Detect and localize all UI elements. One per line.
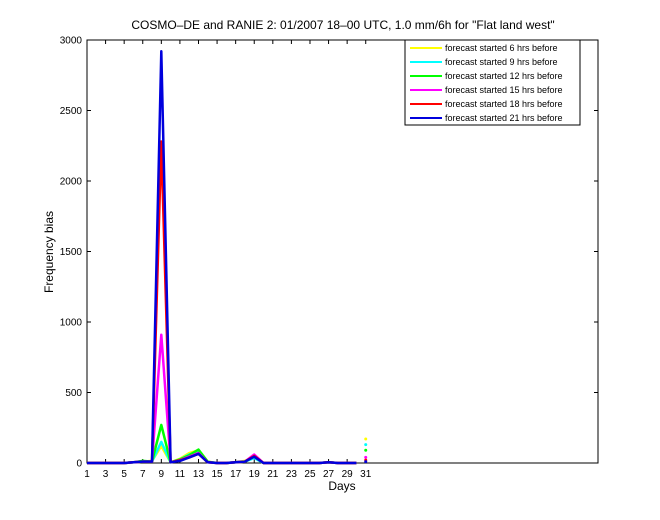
y-tick-label: 2000: [60, 177, 83, 188]
series-point-3: [364, 448, 368, 452]
y-tick-label: 0: [76, 459, 82, 470]
series-group: [87, 50, 368, 465]
x-tick-label: 5: [121, 469, 127, 480]
y-axis-ticks: 0 500 1000 1500 2000 2500 3000: [60, 36, 598, 470]
x-tick-label: 3: [103, 469, 109, 480]
legend-label-5: forecast started 18 hrs before: [445, 99, 563, 109]
legend-label-6: forecast started 21 hrs before: [445, 113, 563, 123]
legend-box: [404, 39, 581, 126]
legend-label-1: forecast started 6 hrs before: [445, 43, 558, 53]
x-axis-label: Days: [328, 479, 355, 493]
x-tick-label: 23: [286, 469, 298, 480]
x-tick-label: 1: [84, 469, 90, 480]
x-tick-label: 19: [249, 469, 261, 480]
x-tick-label: 11: [175, 469, 186, 480]
y-tick-label: 1500: [60, 247, 83, 258]
x-tick-label: 31: [360, 469, 372, 480]
x-tick-label: 25: [304, 469, 316, 480]
y-tick-label: 2500: [60, 106, 83, 117]
x-tick-label: 7: [140, 469, 146, 480]
series-point-4: [364, 455, 368, 459]
series-line-6: [87, 50, 357, 465]
legend-label-2: forecast started 9 hrs before: [445, 57, 558, 67]
y-axis-label: Frequency bias: [42, 211, 56, 293]
x-tick-label: 21: [267, 469, 279, 480]
x-tick-label: 17: [230, 469, 242, 480]
x-tick-label: 9: [159, 469, 165, 480]
y-tick-label: 3000: [60, 36, 83, 47]
legend-label-3: forecast started 12 hrs before: [445, 71, 563, 81]
series-point-6: [364, 460, 368, 464]
y-tick-label: 1000: [60, 318, 83, 329]
x-axis-ticks: 1 3 5 7 9 11 13 15 17 19 21 23 25 27 29 31: [84, 40, 372, 480]
x-tick-label: 27: [323, 469, 335, 480]
x-tick-label: 13: [193, 469, 205, 480]
x-tick-label: 29: [342, 469, 354, 480]
series-point-1: [364, 437, 368, 441]
x-tick-label: 15: [212, 469, 224, 480]
legend: forecast started 6 hrs before forecast st…: [404, 39, 581, 126]
y-tick-label: 500: [65, 388, 82, 399]
chart-title: COSMO–DE and RANIE 2: 01/2007 18–00 UTC,…: [131, 18, 554, 32]
legend-label-4: forecast started 15 hrs before: [445, 85, 563, 95]
series-point-2: [364, 443, 368, 447]
